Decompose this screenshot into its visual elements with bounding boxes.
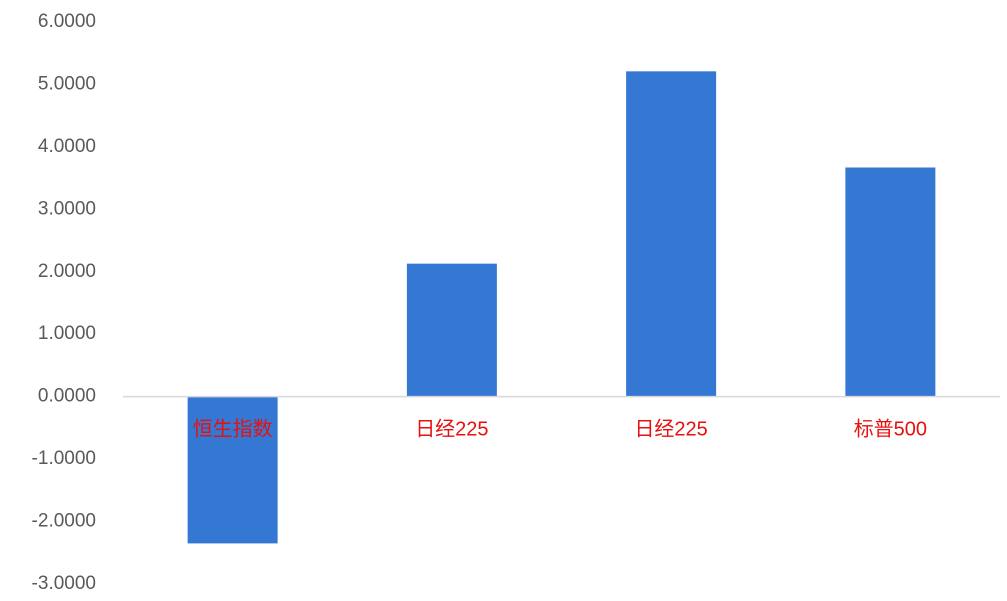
category-label: 日经225 [634,418,707,441]
category-label: 日经225 [415,418,488,441]
y-tick-label: 6.0000 [38,11,96,32]
y-tick-label: 3.0000 [38,198,96,219]
bar [406,263,497,397]
y-tick-label: -1.0000 [32,448,96,469]
y-tick-label: 0.0000 [38,386,96,407]
y-tick-label: 2.0000 [38,261,96,282]
y-tick-label: 1.0000 [38,323,96,344]
y-tick-label: -3.0000 [32,573,96,594]
y-tick-label: 5.0000 [38,73,96,94]
category-label: 标普500 [854,418,927,441]
category-label: 恒生指数 [193,418,273,441]
bar [845,167,936,397]
y-axis-tick-labels: 6.0000 5.0000 4.0000 3.0000 2.0000 1.0000 0.00… [32,11,96,594]
bars-group [187,71,936,544]
category-labels: 恒生指数 日经225 日经225 标普500 [193,418,927,441]
bar [626,71,717,397]
y-tick-label: -2.0000 [32,511,96,532]
y-tick-label: 4.0000 [38,136,96,157]
bar [187,396,278,544]
